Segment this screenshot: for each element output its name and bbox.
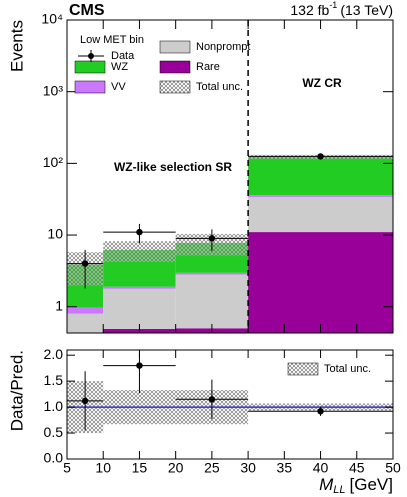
legend-title: Low MET bin: [80, 34, 144, 46]
legend-swatch: [287, 362, 319, 376]
x-tick-label: 30: [240, 460, 256, 476]
y-tick-label: 10²: [43, 154, 64, 170]
x-label-unit: [GeV]: [350, 475, 393, 494]
main-frame: [66, 19, 394, 334]
y-tick-label: 2.0: [44, 346, 64, 362]
y-tick-label: 0.5: [44, 424, 64, 440]
annotation: WZ CR: [302, 76, 342, 90]
y-tick-label: 1.5: [44, 372, 64, 388]
ratio-point: [208, 396, 216, 403]
legend-label: VV: [111, 81, 126, 93]
uncertainty-band: [103, 241, 176, 263]
y-tick-label: 0.0: [44, 450, 64, 466]
legend-swatch: [74, 80, 106, 94]
legend-label: Nonprompt: [196, 41, 250, 53]
legend-swatch: [159, 80, 191, 94]
overlay: 1 10 10² 10³ 10⁴ 0.0 0.5 1.0 1.5 2.0 5 10 15 20 25 30 35…: [41, 11, 401, 476]
stack-segment: [103, 286, 176, 289]
x-tick-label: 45: [349, 460, 365, 476]
stack-segment: [248, 195, 393, 197]
legend-label: Rare: [196, 61, 220, 73]
x-tick-label: 25: [204, 460, 220, 476]
stack-segment: [175, 274, 249, 329]
legend-label: Total unc.: [196, 81, 243, 93]
ratio-y-axis-label: Data/Pred.: [7, 350, 26, 431]
x-tick-label: 20: [168, 460, 184, 476]
main-plot-area: [67, 153, 393, 333]
lumi-sup: -1: [329, 0, 337, 10]
annotation: WZ-like selection SR: [114, 160, 232, 174]
lumi-label: 132 fb-1 (13 TeV): [290, 0, 393, 17]
y-tick-label: 10³: [43, 82, 64, 98]
y-axis-label: Events: [7, 20, 26, 72]
legend-data-marker: [88, 53, 94, 59]
x-tick-label: 50: [385, 460, 401, 476]
y-tick-label: 10⁴: [41, 11, 63, 27]
x-tick-label: 40: [313, 460, 329, 476]
ratio-plot-area: [67, 350, 393, 434]
stack-segment: [248, 196, 393, 233]
legend-swatch: [159, 40, 191, 54]
x-label-symbol: M: [319, 475, 334, 494]
legend-label: Data: [111, 50, 135, 62]
stack-segment: [67, 313, 104, 333]
data-point: [81, 260, 89, 267]
stack-segment: [67, 307, 104, 314]
legend-label: Total unc.: [324, 363, 371, 375]
stack-segment: [175, 272, 249, 275]
data-point: [208, 235, 216, 242]
x-tick-label: 5: [63, 460, 71, 476]
y-tick-label: 1.0: [44, 398, 64, 414]
data-point: [317, 153, 324, 160]
lumi-energy: (13 TeV): [340, 2, 393, 18]
legend-label: WZ: [111, 61, 128, 73]
legend-swatch: [159, 60, 191, 74]
x-tick-label: 15: [132, 460, 148, 476]
experiment-label: CMS: [69, 2, 105, 19]
y-tick-label: 10: [47, 226, 63, 242]
stack-segment: [103, 288, 176, 329]
y-tick-label: 1: [55, 297, 63, 313]
ratio-point: [317, 408, 324, 415]
x-tick-label: 10: [95, 460, 111, 476]
ratio-frame: [66, 349, 394, 460]
stack-segment: [248, 156, 393, 196]
x-axis-label: MLL [GeV]: [319, 475, 393, 495]
x-label-subscript: LL: [333, 484, 345, 496]
lumi-text: 132 fb: [290, 2, 329, 18]
ratio-point: [136, 362, 143, 369]
stack-segment: [248, 232, 393, 333]
ratio-point: [81, 397, 89, 405]
x-tick-label: 35: [277, 460, 293, 476]
legend-swatch: [74, 60, 106, 74]
data-point: [136, 228, 143, 236]
